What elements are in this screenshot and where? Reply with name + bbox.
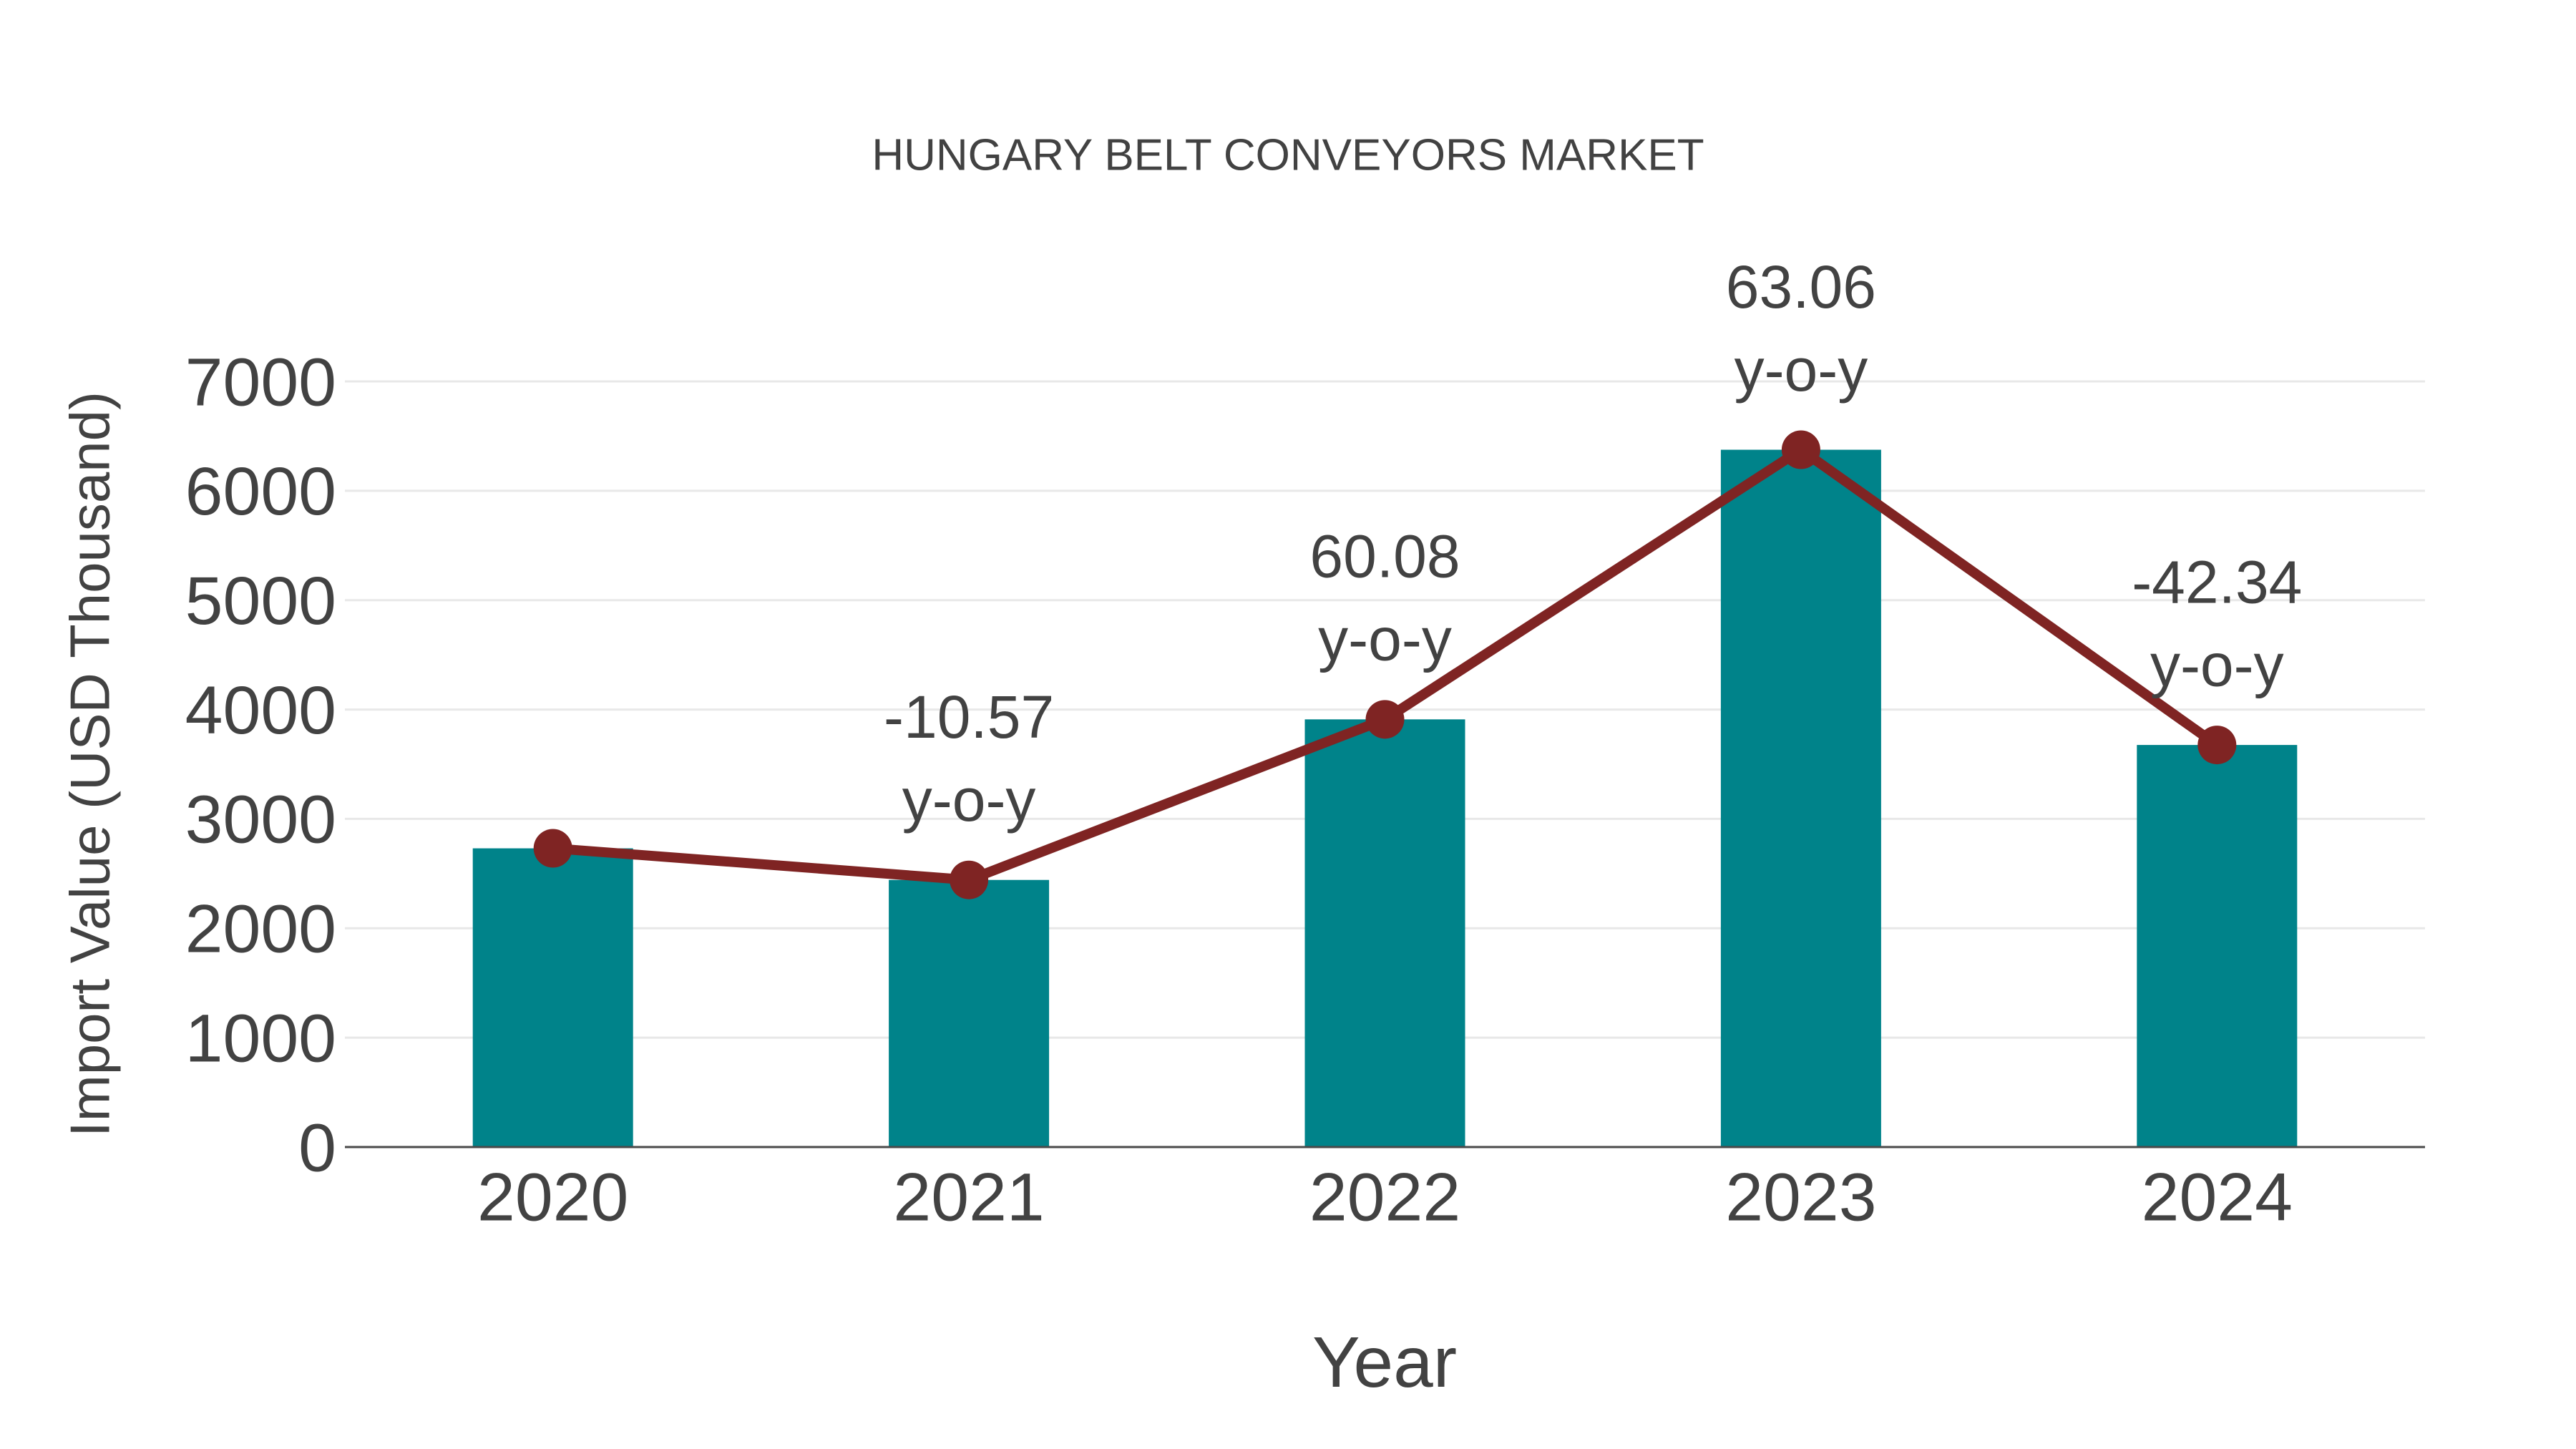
bar-2023	[1720, 449, 1881, 1147]
x-tick-label: 2022	[1309, 1159, 1460, 1235]
annotation-label-2021: y-o-y	[902, 766, 1036, 834]
x-tick-label: 2023	[1725, 1159, 1876, 1235]
chart-title: HUNGARY BELT CONVEYORS MARKET	[872, 131, 1704, 180]
y-tick-label: 6000	[185, 454, 336, 530]
annotation-value-2024: -42.34	[2132, 548, 2302, 615]
data-point-2020	[533, 829, 572, 868]
annotation-value-2022: 60.08	[1309, 523, 1460, 590]
annotation-label-2024: y-o-y	[2150, 631, 2284, 698]
y-tick-label: 1000	[185, 1000, 336, 1076]
y-tick-label: 5000	[185, 563, 336, 639]
data-point-2022	[1365, 700, 1405, 739]
y-tick-label: 4000	[185, 673, 336, 748]
bar-2020	[472, 848, 633, 1147]
bar-2024	[2137, 745, 2298, 1147]
bar-2021	[889, 879, 1050, 1147]
annotation-value-2023: 63.06	[1726, 253, 1876, 321]
data-point-2024	[2197, 726, 2237, 765]
y-tick-label: 7000	[185, 344, 336, 420]
y-tick-label: 2000	[185, 892, 336, 967]
bar-2022	[1304, 719, 1465, 1147]
x-tick-label: 2021	[893, 1159, 1044, 1235]
x-axis-title: Year	[1312, 1322, 1457, 1402]
annotation-value-2021: -10.57	[884, 683, 1054, 751]
x-tick-label: 2024	[2142, 1159, 2293, 1235]
y-tick-label: 3000	[185, 782, 336, 858]
data-point-2021	[950, 860, 989, 899]
annotation-label-2022: y-o-y	[1318, 606, 1452, 673]
annotation-label-2023: y-o-y	[1735, 336, 1868, 404]
x-tick-label: 2020	[477, 1159, 628, 1235]
data-point-2023	[1781, 430, 1820, 469]
y-axis-title: Import Value (USD Thousand)	[58, 391, 121, 1137]
plot-area: 0 1000 2000 3000 4000 5000 6000 7000 2020 2021 202…	[185, 253, 2425, 1235]
y-tick-label: 0	[298, 1110, 336, 1186]
